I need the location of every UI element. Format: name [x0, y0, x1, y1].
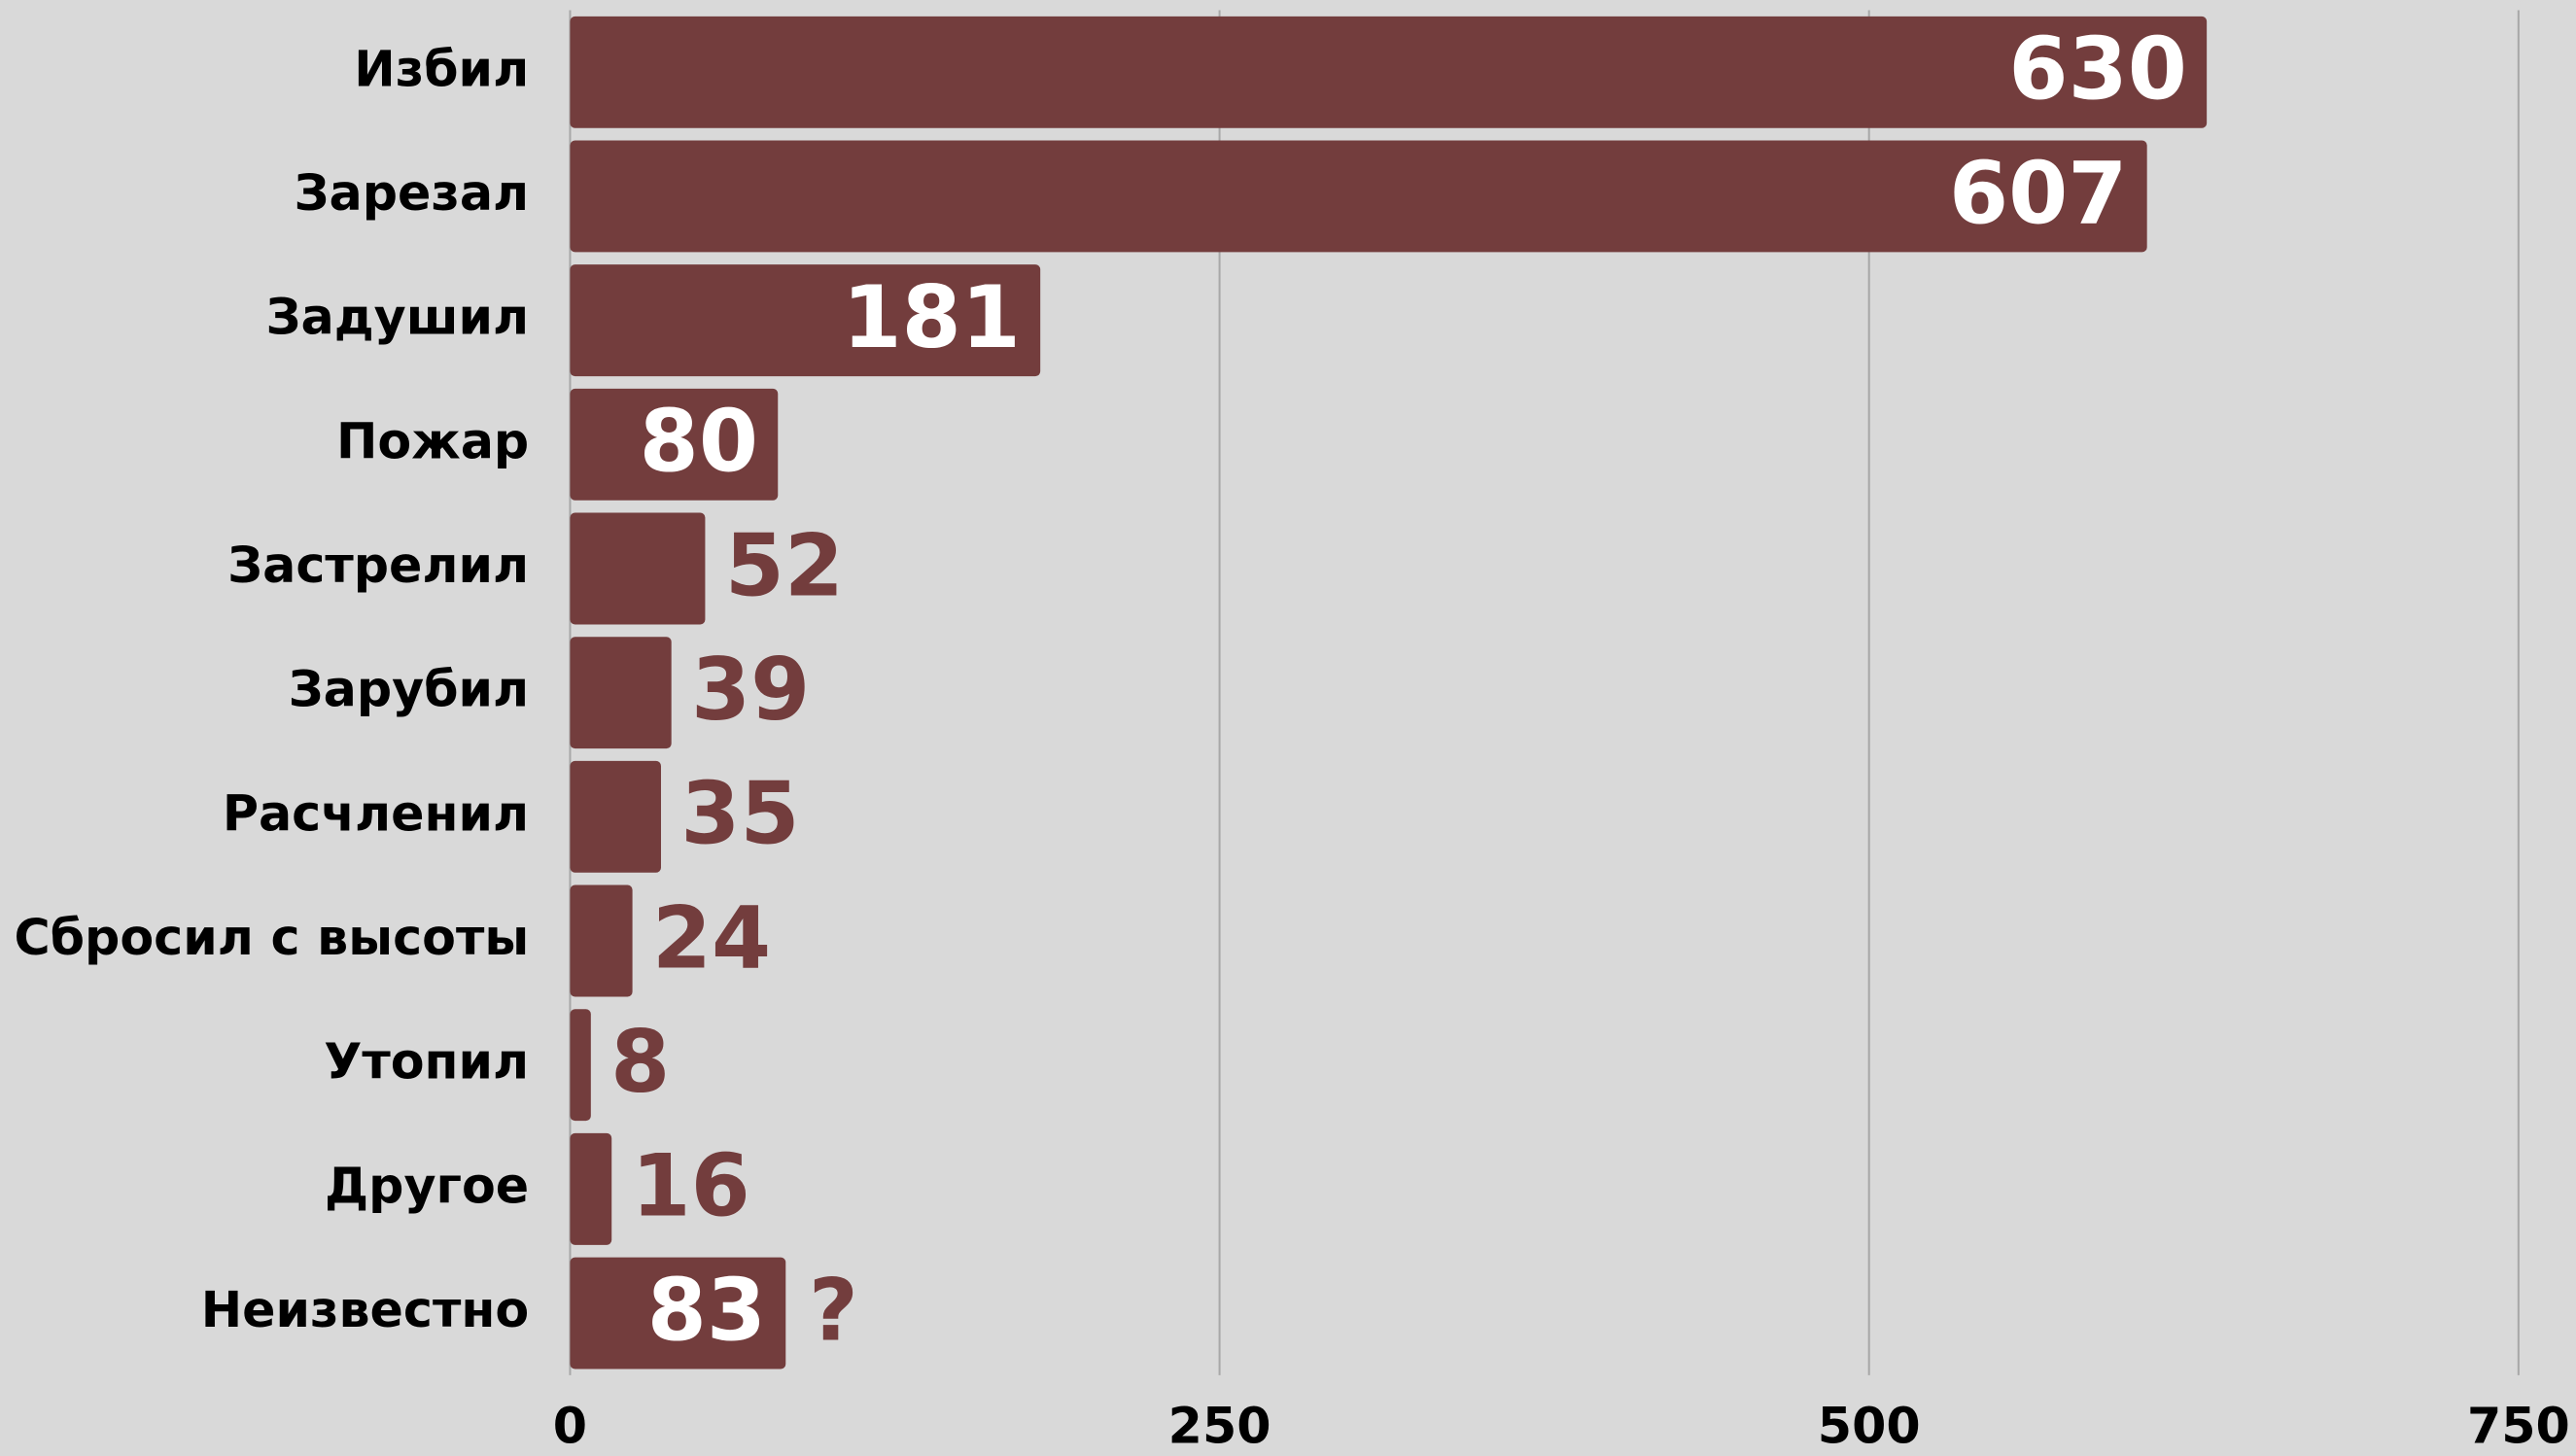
bar	[570, 264, 1041, 377]
bar	[570, 140, 2147, 253]
value-label: 607	[1949, 143, 2127, 243]
value-label: 80	[640, 392, 758, 492]
y-tick-label: Неизвестно	[201, 1281, 529, 1338]
bar	[570, 1009, 591, 1122]
y-tick-label: Расчленил	[223, 784, 529, 842]
value-label: 16	[631, 1136, 749, 1236]
value-label: 83	[647, 1260, 766, 1360]
value-label: 24	[652, 887, 771, 988]
bar	[570, 16, 2208, 128]
x-tick-label: 0	[553, 1398, 587, 1455]
value-label: 630	[2008, 19, 2186, 120]
unknown-marker: ?	[809, 1260, 858, 1360]
value-label: 39	[691, 640, 810, 740]
value-label: 8	[610, 1012, 670, 1112]
y-tick-label: Зарезал	[295, 164, 530, 222]
y-tick-label: Другое	[325, 1157, 529, 1214]
bar	[570, 1257, 786, 1369]
value-label: 52	[725, 515, 844, 615]
value-label: 181	[842, 267, 1020, 367]
x-tick-label: 250	[1168, 1398, 1271, 1455]
bar	[570, 1132, 612, 1245]
bar	[570, 884, 633, 997]
x-tick-label: 500	[1818, 1398, 1921, 1455]
value-label: 35	[680, 764, 799, 864]
y-tick-label: Задушил	[266, 289, 530, 346]
y-tick-label: Сбросил с высоты	[14, 909, 529, 966]
bar	[570, 388, 779, 501]
y-tick-label: Застрелил	[227, 537, 529, 594]
y-tick-label: Пожар	[336, 412, 529, 469]
y-tick-label: Зарубил	[289, 661, 530, 718]
y-tick-label: Утопил	[324, 1033, 529, 1091]
bar	[570, 512, 706, 625]
bar	[570, 760, 661, 873]
bar	[570, 637, 672, 749]
y-tick-label: Избил	[354, 40, 529, 97]
x-tick-label: 750	[2467, 1398, 2570, 1455]
